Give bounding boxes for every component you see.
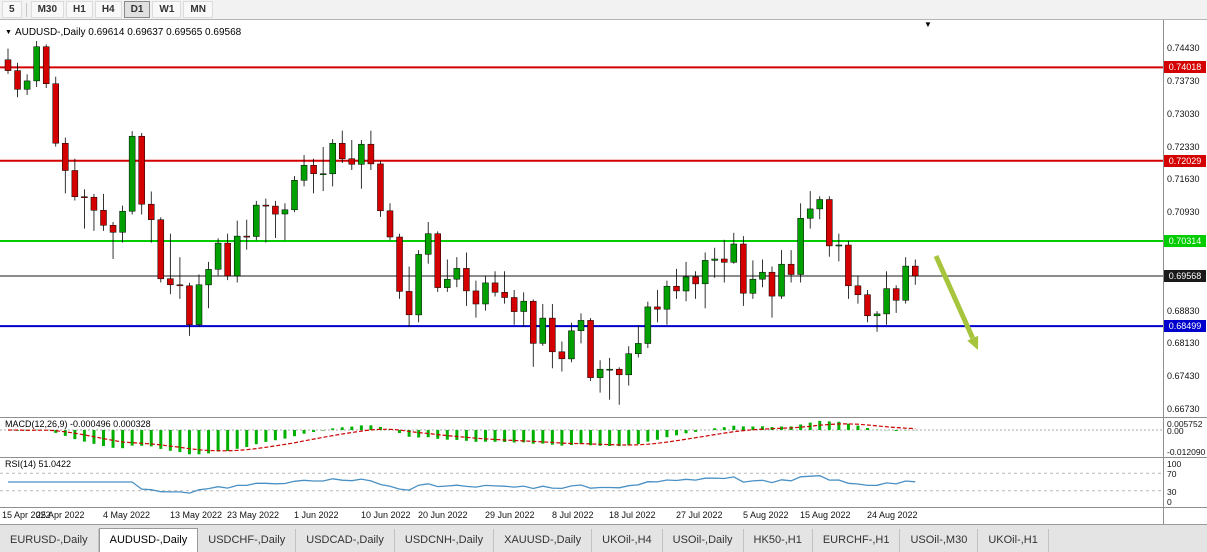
chart-title: ▼ AUDUSD-,Daily 0.69614 0.69637 0.69565 0… bbox=[5, 27, 241, 38]
chart-tab-ukoil[interactable]: UKOil-,H4 bbox=[592, 529, 663, 552]
rsi-axis-label: 0 bbox=[1167, 497, 1172, 507]
chart-tab-usoil[interactable]: USOil-,Daily bbox=[662, 529, 744, 552]
price-axis-label: 0.74430 bbox=[1167, 43, 1200, 53]
date-axis-label: 27 Jul 2022 bbox=[676, 510, 723, 520]
macd-values: -0.000496 0.000328 bbox=[70, 419, 151, 429]
date-axis-label: 24 Aug 2022 bbox=[867, 510, 918, 520]
timeframe-button-mn[interactable]: MN bbox=[183, 1, 213, 18]
chart-tab-bar: EURUSD-,Daily AUDUSD-,Daily USDCHF-,Daily U… bbox=[0, 524, 1207, 552]
date-axis-label: 10 Jun 2022 bbox=[361, 510, 411, 520]
timeframe-button-d1[interactable]: D1 bbox=[123, 1, 151, 18]
macd-name: MACD(12,26,9) bbox=[5, 419, 68, 429]
chart-tab-audusd[interactable]: AUDUSD-,Daily bbox=[98, 528, 199, 552]
price-badge: 0.68499 bbox=[1164, 320, 1206, 332]
price-axis-label: 0.66730 bbox=[1167, 404, 1200, 414]
timeframe-button-5[interactable]: 5 bbox=[2, 1, 22, 18]
rsi-value: 51.0422 bbox=[38, 459, 72, 469]
price-axis-label: 0.73030 bbox=[1167, 109, 1200, 119]
horizontal-level-lines[interactable] bbox=[0, 66, 1163, 328]
chart-tab-usdcad[interactable]: USDCAD-,Daily bbox=[296, 529, 395, 552]
date-axis-label: 23 May 2022 bbox=[227, 510, 280, 520]
chart-tab-eurchf[interactable]: EURCHF-,H1 bbox=[812, 529, 901, 552]
chart-tab-ukoil[interactable]: UKOil-,H1 bbox=[978, 529, 1049, 552]
arrow-annotation[interactable] bbox=[933, 254, 979, 350]
date-axis-label: 20 Jun 2022 bbox=[418, 510, 468, 520]
rsi-axis-label: 30 bbox=[1167, 487, 1177, 497]
timeframe-button-h1[interactable]: H1 bbox=[66, 1, 93, 18]
timeframe-button-m30[interactable]: M30 bbox=[30, 1, 65, 18]
date-axis-label: 29 Jun 2022 bbox=[485, 510, 535, 520]
date-axis-label: 4 May 2022 bbox=[103, 510, 151, 520]
price-badge: 0.72029 bbox=[1164, 155, 1206, 167]
macd-axis-label: 0.005752 bbox=[1167, 419, 1203, 429]
symbol-dropdown-icon[interactable]: ▼ bbox=[5, 29, 12, 36]
date-axis-label: 15 Aug 2022 bbox=[800, 510, 851, 520]
price-axis-label: 0.70930 bbox=[1167, 207, 1200, 217]
macd-indicator bbox=[0, 420, 1163, 455]
price-axis-separator bbox=[1163, 20, 1164, 524]
timeframe-toolbar: 5 M30 H1 H4 D1 W1 MN bbox=[0, 0, 1207, 20]
price-badge: 0.74018 bbox=[1164, 61, 1206, 73]
price-axis-label: 0.67430 bbox=[1167, 371, 1200, 381]
candles bbox=[4, 41, 919, 405]
chart-symbol: AUDUSD-,Daily bbox=[14, 27, 86, 38]
rsi-axis-label: 100 bbox=[1167, 459, 1182, 469]
chart-tab-usdchf[interactable]: USDCHF-,Daily bbox=[198, 529, 297, 552]
date-axis-label: 15 Apr 2022 bbox=[2, 510, 51, 520]
date-axis-label: 5 Aug 2022 bbox=[743, 510, 789, 520]
chart-tab-hk50[interactable]: HK50-,H1 bbox=[743, 529, 813, 552]
chart-tab-usoil[interactable]: USOil-,M30 bbox=[900, 529, 979, 552]
chart-shift-marker-icon[interactable]: ▼ bbox=[924, 20, 932, 29]
panel-separator-macd[interactable] bbox=[0, 417, 1207, 418]
chart-tab-usdcnh[interactable]: USDCNH-,Daily bbox=[394, 529, 495, 552]
timeframe-button-w1[interactable]: W1 bbox=[152, 1, 182, 18]
date-axis-label: 18 Jul 2022 bbox=[609, 510, 656, 520]
panel-separator-dates bbox=[0, 507, 1207, 508]
date-axis-label: 13 May 2022 bbox=[170, 510, 223, 520]
macd-indicator-label: MACD(12,26,9) -0.000496 0.000328 bbox=[5, 419, 151, 429]
price-axis-label: 0.72330 bbox=[1167, 142, 1200, 152]
toolbar-divider bbox=[25, 2, 27, 17]
price-badge: 0.70314 bbox=[1164, 235, 1206, 247]
rsi-indicator bbox=[0, 472, 1163, 494]
date-axis-label: 1 Jun 2022 bbox=[294, 510, 339, 520]
date-axis-label: 25 Apr 2022 bbox=[36, 510, 85, 520]
price-badge: 0.69568 bbox=[1164, 270, 1206, 282]
date-axis-label: 8 Jul 2022 bbox=[552, 510, 594, 520]
candlestick-chart-canvas[interactable] bbox=[0, 20, 1163, 507]
rsi-name: RSI(14) bbox=[5, 459, 37, 469]
macd-axis-label: -0.012090 bbox=[1167, 447, 1206, 457]
price-axis-label: 0.68830 bbox=[1167, 306, 1200, 316]
panel-separator-rsi[interactable] bbox=[0, 457, 1207, 458]
chart-ohlc-quote: 0.69614 0.69637 0.69565 0.69568 bbox=[88, 27, 242, 38]
rsi-indicator-label: RSI(14) 51.0422 bbox=[5, 459, 72, 469]
macd-axis-label: 0.00 bbox=[1167, 426, 1184, 436]
rsi-axis-label: 70 bbox=[1167, 469, 1177, 479]
chart-tab-xauusd[interactable]: XAUUSD-,Daily bbox=[494, 529, 593, 552]
timeframe-button-h4[interactable]: H4 bbox=[94, 1, 122, 18]
price-axis-label: 0.73730 bbox=[1167, 76, 1200, 86]
chart-tab-eurusd[interactable]: EURUSD-,Daily bbox=[0, 529, 99, 552]
price-axis-label: 0.68130 bbox=[1167, 338, 1200, 348]
price-axis-label: 0.71630 bbox=[1167, 174, 1200, 184]
